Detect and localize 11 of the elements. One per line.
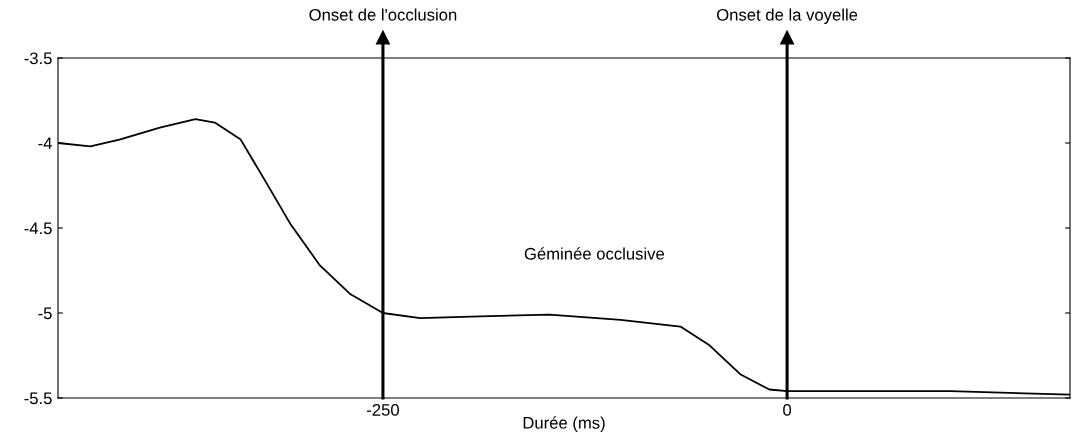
y-tick-label: -4.5 [24,222,52,235]
x-tick-label: -250 [367,404,399,416]
x-tick-label: 0 [783,404,792,416]
y-tick-label: -3.5 [24,52,52,65]
ref-line-label: Onset de la voyelle [717,8,858,24]
annotation: Géminée occlusive [524,247,665,260]
y-tick-label: -5 [38,307,52,320]
ref-line-label: Onset de l'occlusion [309,8,457,21]
y-tick-label: -4 [38,137,52,150]
y-tick-label: -5.5 [24,392,52,405]
x-axis-title: Durée (ms) [523,416,605,433]
